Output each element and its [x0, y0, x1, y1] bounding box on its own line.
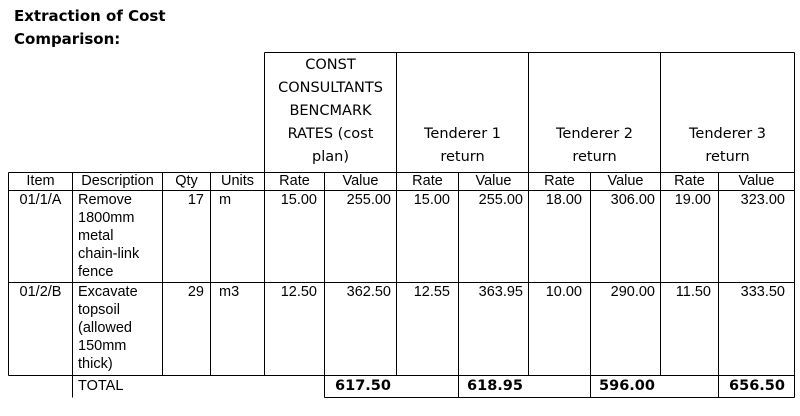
row-tenderer1-rate: 15.00 [413, 192, 450, 208]
tenderer1-header: Tenderer 1 return [397, 123, 528, 169]
row-tenderer3-rate: 11.50 [675, 284, 711, 300]
tenderer3-header-line: return [705, 149, 750, 165]
tenderer3-header: Tenderer 3 return [661, 123, 794, 169]
column-header-qty: Qty [175, 173, 198, 189]
total-benchmark-value: 617.50 [335, 378, 391, 394]
column-header-benchmark-value: Value [342, 173, 379, 189]
row-tenderer2-value: 306.00 [610, 192, 655, 208]
total-tenderer1-value: 618.95 [467, 378, 523, 394]
benchmark-header-line: BENCMARK [289, 103, 372, 119]
benchmark-header-line: plan) [312, 149, 349, 165]
description-line: chain-link [78, 246, 140, 262]
row-description: Excavate topsoil (allowed 150mm thick) [78, 283, 162, 373]
title-line-2: Comparison: [14, 30, 121, 48]
row-description: Remove 1800mm metal chain-link fence [78, 191, 162, 281]
total-tenderer3-value: 656.50 [729, 378, 785, 394]
tenderer1-header-line: Tenderer 1 [424, 126, 501, 142]
row-units: m3 [219, 284, 240, 300]
column-header-tenderer1-value: Value [475, 173, 512, 189]
row-item-code: 01/2/B [19, 284, 62, 300]
row-tenderer2-value: 290.00 [610, 284, 655, 300]
tenderer3-header-line: Tenderer 3 [689, 126, 766, 142]
column-header-tenderer2-value: Value [607, 173, 644, 189]
row-tenderer2-rate: 10.00 [545, 284, 582, 300]
title-line-1: Extraction of Cost [14, 7, 166, 25]
row-qty: 29 [187, 284, 204, 300]
column-header-item: Item [26, 173, 55, 189]
benchmark-header: CONST CONSULTANTS BENCMARK RATES (cost p… [265, 54, 396, 169]
benchmark-header-line: RATES (cost [287, 126, 374, 142]
row-units: m [219, 192, 232, 208]
description-line: Excavate [78, 284, 138, 300]
row-benchmark-value: 362.50 [346, 284, 391, 300]
total-tenderer2-value: 596.00 [599, 378, 655, 394]
tenderer2-header-line: return [572, 149, 617, 165]
benchmark-header-line: CONSULTANTS [278, 80, 383, 96]
column-header-description: Description [81, 173, 154, 189]
description-line: 150mm [78, 338, 127, 354]
row-tenderer1-rate: 12.55 [413, 284, 450, 300]
row-tenderer1-value: 363.95 [478, 284, 523, 300]
row-tenderer3-value: 323.00 [740, 192, 785, 208]
column-header-tenderer1-rate: Rate [412, 173, 443, 189]
row-item-code: 01/1/A [19, 192, 62, 208]
row-tenderer1-value: 255.00 [478, 192, 523, 208]
column-header-units: Units [220, 173, 255, 189]
row-benchmark-value: 255.00 [346, 192, 391, 208]
total-label: TOTAL [78, 378, 124, 394]
row-qty: 17 [187, 192, 204, 208]
row-tenderer3-value: 333.50 [740, 284, 785, 300]
description-line: thick) [78, 356, 113, 372]
tenderer1-header-line: return [440, 149, 485, 165]
column-header-tenderer3-value: Value [738, 173, 775, 189]
tenderer2-header: Tenderer 2 return [529, 123, 660, 169]
row-tenderer2-rate: 18.00 [545, 192, 582, 208]
description-line: fence [78, 264, 114, 280]
row-benchmark-rate: 12.50 [280, 284, 317, 300]
document-title: Extraction of Cost Comparison: [14, 5, 166, 51]
description-line: metal [78, 228, 114, 244]
column-header-tenderer2-rate: Rate [544, 173, 575, 189]
column-header-tenderer3-rate: Rate [674, 173, 705, 189]
description-line: 1800mm [78, 210, 135, 226]
tenderer2-header-line: Tenderer 2 [556, 126, 633, 142]
row-tenderer3-rate: 19.00 [674, 192, 711, 208]
row-benchmark-rate: 15.00 [280, 192, 317, 208]
column-header-benchmark-rate: Rate [279, 173, 310, 189]
description-line: Remove [78, 192, 132, 208]
benchmark-header-line: CONST [305, 57, 356, 73]
description-line: (allowed [78, 320, 132, 336]
description-line: topsoil [78, 302, 120, 318]
